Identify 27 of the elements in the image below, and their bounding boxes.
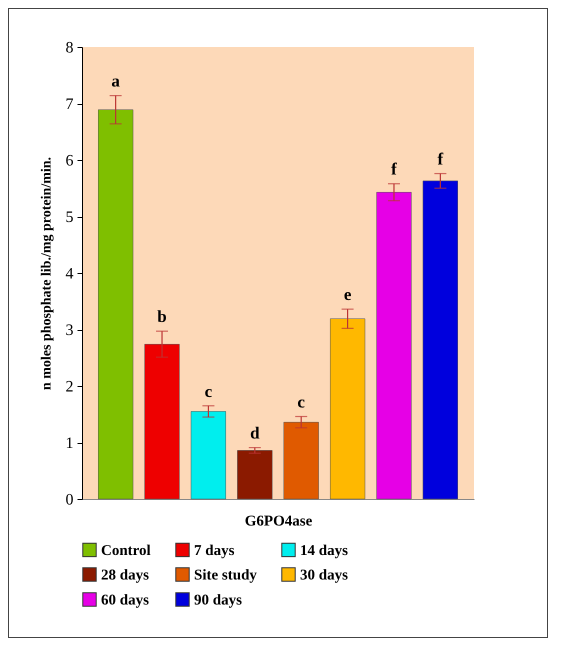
annotation: c bbox=[297, 392, 306, 412]
y-tick-label: 7 bbox=[66, 96, 74, 113]
y-tick-label: 2 bbox=[66, 378, 74, 396]
y-tick-label: 5 bbox=[66, 209, 74, 226]
legend-label: 28 days bbox=[101, 568, 150, 584]
legend-label: 14 days bbox=[300, 542, 348, 559]
legend-label: 90 days bbox=[194, 592, 242, 608]
annotation: a bbox=[111, 72, 120, 91]
y-tick-label: 8 bbox=[66, 40, 74, 56]
legend-label: Site study bbox=[194, 568, 258, 584]
y-tick-label: 1 bbox=[66, 435, 74, 452]
annotation: d bbox=[250, 424, 260, 443]
annotation: e bbox=[344, 285, 352, 304]
annotation: f bbox=[438, 150, 444, 169]
legend-label: Control bbox=[101, 542, 151, 559]
annotation: f bbox=[391, 160, 398, 179]
y-tick-label: 3 bbox=[66, 322, 74, 339]
y-tick-label: 4 bbox=[66, 266, 74, 282]
y-axis-title: n moles phosphate lib./mg protein/min. bbox=[40, 156, 54, 390]
legend-label: 60 days bbox=[101, 592, 150, 608]
legend-label: 7 days bbox=[194, 542, 235, 559]
legend-label: 30 days bbox=[300, 568, 348, 584]
annotation: b bbox=[157, 307, 167, 326]
y-tick-label: 0 bbox=[66, 492, 74, 508]
annotation: c bbox=[204, 382, 213, 401]
y-tick-label: 6 bbox=[66, 152, 74, 170]
x-axis-title: G6PO4ase bbox=[244, 514, 313, 530]
